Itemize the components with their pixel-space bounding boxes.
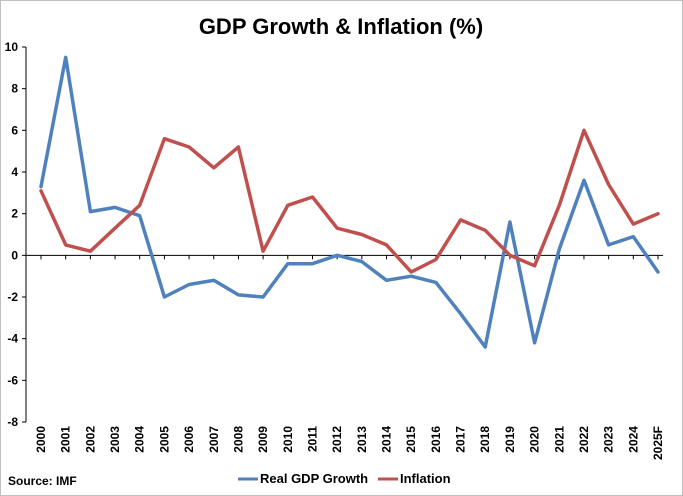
y-tick-label: 4 bbox=[11, 165, 18, 179]
series-line-real-gdp-growth bbox=[39, 55, 660, 349]
x-tick-label: 2007 bbox=[207, 426, 221, 453]
x-tick-label: 2009 bbox=[256, 426, 270, 453]
y-axis: 10 8 6 4 2 0 -2 -4 -6 -8 bbox=[5, 40, 27, 429]
x-tick-label: 2004 bbox=[133, 426, 147, 453]
x-tick-label: 2006 bbox=[182, 426, 196, 453]
x-tick-label: 2020 bbox=[528, 426, 542, 453]
legend-label-inflation: Inflation bbox=[400, 471, 451, 486]
legend-label-real-gdp-growth: Real GDP Growth bbox=[260, 471, 368, 486]
source-note: Source: IMF bbox=[8, 474, 77, 488]
y-tick-label: -4 bbox=[7, 332, 18, 346]
y-tick-label: -2 bbox=[7, 290, 18, 304]
x-tick-label: 2000 bbox=[34, 426, 48, 453]
x-tick-label: 2003 bbox=[108, 426, 122, 453]
x-axis: 2000 2001 2002 2003 2004 2005 2006 2007 2008 2009… bbox=[26, 254, 665, 460]
x-tick-label: 2022 bbox=[577, 426, 591, 453]
y-tick-label: 0 bbox=[11, 248, 18, 262]
x-tick-label: 2013 bbox=[355, 426, 369, 453]
y-tick-label: -8 bbox=[7, 415, 18, 429]
x-tick-label: 2023 bbox=[602, 426, 616, 453]
y-tick-label: -6 bbox=[7, 373, 18, 387]
legend: Real GDP Growth Inflation bbox=[238, 471, 451, 486]
y-tick-label: 8 bbox=[11, 82, 18, 96]
x-tick-label: 2011 bbox=[305, 426, 319, 452]
chart-title: GDP Growth & Inflation (%) bbox=[199, 14, 483, 39]
x-tick-label: 2010 bbox=[281, 426, 295, 453]
x-tick-label: 2005 bbox=[157, 426, 171, 453]
x-tick-label: 2018 bbox=[478, 426, 492, 453]
x-tick-label: 2008 bbox=[231, 426, 245, 453]
x-tick-label: 2014 bbox=[380, 426, 394, 453]
x-tick-label: 2015 bbox=[404, 426, 418, 453]
y-tick-label: 10 bbox=[5, 40, 19, 54]
x-tick-label: 2019 bbox=[503, 426, 517, 453]
series-layer bbox=[39, 55, 660, 349]
y-tick-label: 2 bbox=[11, 207, 18, 221]
x-tick-label: 2021 bbox=[552, 426, 566, 453]
x-tick-label: 2016 bbox=[429, 426, 443, 453]
x-tick-label: 2002 bbox=[83, 426, 97, 453]
x-tick-label: 2017 bbox=[454, 426, 468, 453]
x-tick-label: 2025F bbox=[651, 426, 665, 460]
y-tick-label: 6 bbox=[11, 123, 18, 137]
x-tick-label: 2001 bbox=[59, 426, 73, 453]
x-tick-label: 2024 bbox=[626, 426, 640, 453]
series-line-inflation bbox=[39, 128, 660, 274]
x-tick-label: 2012 bbox=[330, 426, 344, 453]
